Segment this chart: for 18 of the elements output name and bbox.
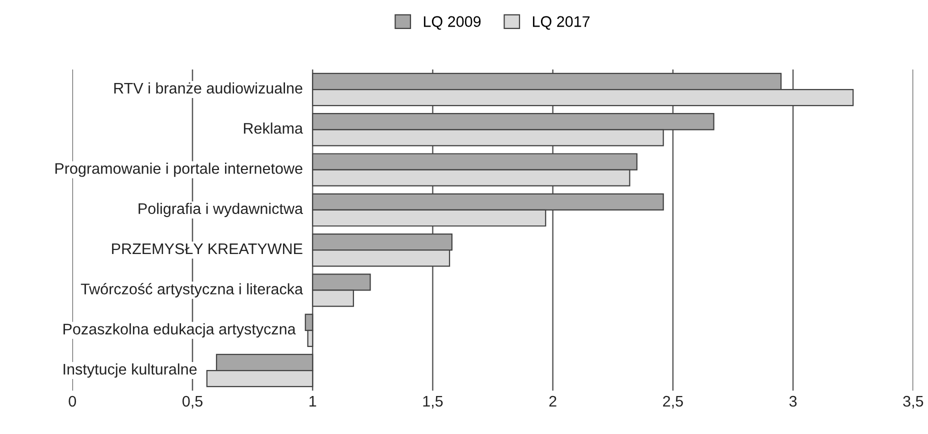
x-tick-label: 2,5 (663, 396, 683, 408)
x-tick-label: 1,5 (423, 396, 443, 408)
x-tick-label: 3,5 (903, 396, 924, 408)
legend-label: LQ 2017 (532, 16, 590, 30)
x-tick-label: 0 (68, 396, 76, 407)
y-tick-label: Twórczość artystyczna i literacka (80, 283, 304, 298)
y-tick-label: RTV i branże audiowizualne (114, 82, 302, 94)
x-tick-label: 0,5 (182, 396, 202, 408)
y-tick-label: Programowanie i portale internetowe (55, 162, 302, 177)
y-tick-label: Instytucje kulturalne (64, 363, 197, 378)
x-tick-label: 2 (549, 396, 556, 407)
legend-label: LQ 2009 (424, 16, 481, 30)
x-tick-label: 1 (310, 396, 316, 407)
y-tick-label: Pozaszkolna edukacja artystyczna (64, 323, 296, 338)
x-tick-label: 3 (789, 396, 797, 407)
y-tick-label: PRZEMYSŁY KREATYWNE (112, 243, 302, 254)
y-tick-label: Poligrafia i wydawnictwa (138, 202, 303, 218)
y-tick-label: Reklama (244, 122, 303, 134)
